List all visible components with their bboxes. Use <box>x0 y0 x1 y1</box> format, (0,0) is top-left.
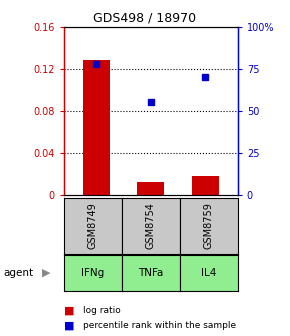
Bar <box>83 60 110 195</box>
Text: IL4: IL4 <box>201 268 217 278</box>
Text: ■: ■ <box>64 306 74 316</box>
Bar <box>192 176 219 195</box>
Text: ▶: ▶ <box>42 268 51 278</box>
Text: percentile rank within the sample: percentile rank within the sample <box>83 322 236 330</box>
Text: log ratio: log ratio <box>83 306 120 315</box>
Text: TNFa: TNFa <box>138 268 164 278</box>
Text: IFNg: IFNg <box>81 268 104 278</box>
Text: GDS498 / 18970: GDS498 / 18970 <box>93 12 197 25</box>
Bar <box>137 182 164 195</box>
Text: GSM8754: GSM8754 <box>146 203 156 249</box>
Text: GSM8759: GSM8759 <box>204 203 214 249</box>
Text: ■: ■ <box>64 321 74 331</box>
Text: GSM8749: GSM8749 <box>88 203 98 249</box>
Text: agent: agent <box>3 268 33 278</box>
